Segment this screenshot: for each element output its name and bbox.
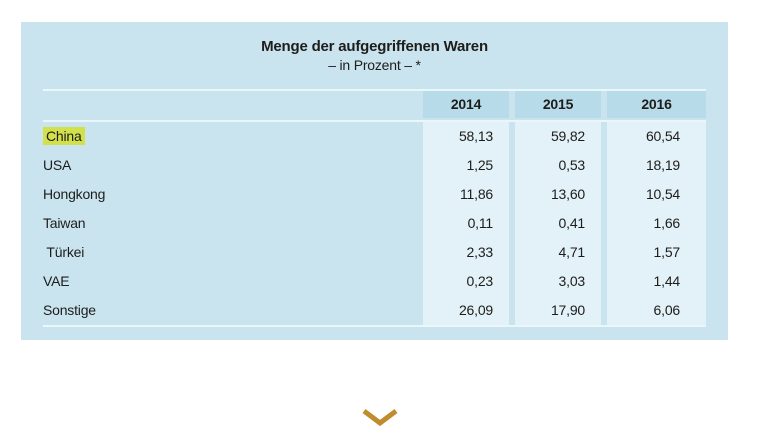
value-cell: 58,13 [423,122,509,151]
row-label: China [43,127,85,145]
value-cell: 3,03 [515,267,601,296]
table-row: Hongkong 11,86 13,60 10,54 [43,180,706,209]
value-cell: 60,54 [607,122,706,151]
seized-goods-table-panel: Menge der aufgegriffenen Waren – in Proz… [21,22,728,340]
row-label: Türkei [43,244,85,260]
table-row: Taiwan 0,11 0,41 1,66 [43,209,706,238]
row-label: USA [43,157,72,173]
row-label-cell: USA [43,151,417,180]
table-row: Türkei 2,33 4,71 1,57 [43,238,706,267]
table-row: China 58,13 59,82 60,54 [43,122,706,151]
row-label: Taiwan [43,215,86,231]
chevron-down-icon[interactable] [360,406,400,430]
row-label: Hongkong [43,186,106,202]
value-cell: 18,19 [607,151,706,180]
table-row: USA 1,25 0,53 18,19 [43,151,706,180]
value-cell: 10,54 [607,180,706,209]
value-cell: 11,86 [423,180,509,209]
value-cell: 6,06 [607,296,706,325]
row-label-cell: China [43,122,417,151]
value-cell: 17,90 [515,296,601,325]
value-cell: 1,25 [423,151,509,180]
table-body: China 58,13 59,82 60,54 USA 1,25 0,53 18,19 Hong… [43,122,706,327]
header-label-spacer [43,91,417,120]
value-cell: 0,41 [515,209,601,238]
row-label: VAE [43,273,70,289]
value-cell: 0,11 [423,209,509,238]
table-header-row: 2014 2015 2016 [43,91,706,122]
value-cell: 0,23 [423,267,509,296]
value-cell: 13,60 [515,180,601,209]
row-label-cell: Taiwan [43,209,417,238]
column-header-2014: 2014 [423,91,509,118]
value-cell: 26,09 [423,296,509,325]
row-label-cell: VAE [43,267,417,296]
row-label-cell: Sonstige [43,296,417,325]
value-cell: 1,66 [607,209,706,238]
value-cell: 1,44 [607,267,706,296]
table-row: VAE 0,23 3,03 1,44 [43,267,706,296]
value-cell: 4,71 [515,238,601,267]
value-cell: 59,82 [515,122,601,151]
column-header-2016: 2016 [607,91,706,118]
row-label-cell: Hongkong [43,180,417,209]
row-label-cell: Türkei [43,238,417,267]
value-cell: 2,33 [423,238,509,267]
row-label: Sonstige [43,302,96,318]
column-header-2015: 2015 [515,91,601,118]
table-title: Menge der aufgegriffenen Waren [261,38,488,55]
value-cell: 1,57 [607,238,706,267]
value-cell: 0,53 [515,151,601,180]
table: 2014 2015 2016 China 58,13 59,82 60,54 USA 1,… [43,89,706,327]
table-row: Sonstige 26,09 17,90 6,06 [43,296,706,325]
table-subtitle: – in Prozent – * [328,57,421,73]
